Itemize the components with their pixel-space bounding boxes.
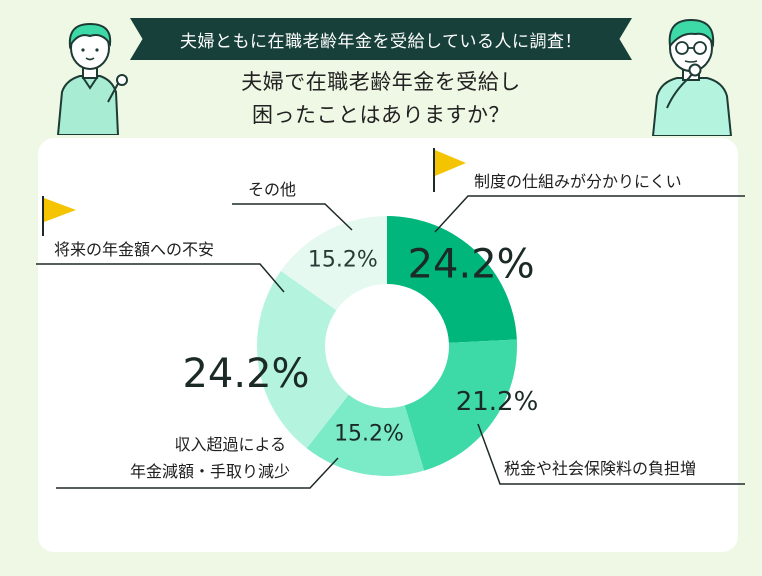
leader-line-s1 <box>477 423 745 485</box>
flag-icon-left <box>42 196 76 236</box>
leader-line-s4 <box>232 203 353 231</box>
woman-pointing-illustration <box>56 22 128 135</box>
label-s0: 制度の仕組みが分かりにくい <box>474 172 682 191</box>
value-label-3: 24.2% <box>182 351 309 397</box>
label-s3: 将来の年金額への不安 <box>54 240 214 259</box>
value-label-4: 15.2% <box>308 248 378 273</box>
label-s2-line2: 年金減額・手取り減少 <box>130 462 290 481</box>
question-line-1: 夫婦で在職老齢年金を受給し <box>241 70 521 94</box>
slice-4 <box>280 216 387 311</box>
survey-question: 夫婦で在職老齢年金を受給し 困ったことはありますか？ <box>160 66 602 132</box>
value-label-2: 15.2% <box>334 421 404 446</box>
label-s4: その他 <box>248 180 296 199</box>
slice-1 <box>404 339 517 471</box>
label-s2-line1: 収入超過による <box>174 435 286 454</box>
slice-3 <box>257 270 349 449</box>
leader-line-s2 <box>56 457 339 489</box>
value-label-0: 24.2% <box>408 241 535 287</box>
man-thinking-illustration <box>651 18 733 136</box>
leader-line-s0 <box>434 195 745 233</box>
chart-card <box>38 138 738 552</box>
header-banner: 夫婦ともに在職老齢年金を受給している人に調査！ <box>130 18 632 60</box>
banner-text: 夫婦ともに在職老齢年金を受給している人に調査！ <box>180 31 582 52</box>
flag-icon-top-right <box>433 148 466 192</box>
slice-0 <box>387 216 517 343</box>
question-line-2: 困ったことはありますか？ <box>252 103 510 127</box>
value-label-1: 21.2% <box>456 387 539 417</box>
leader-line-s3 <box>36 263 285 293</box>
label-s1: 税金や社会保険料の負担増 <box>504 459 696 478</box>
slice-2 <box>306 394 425 476</box>
